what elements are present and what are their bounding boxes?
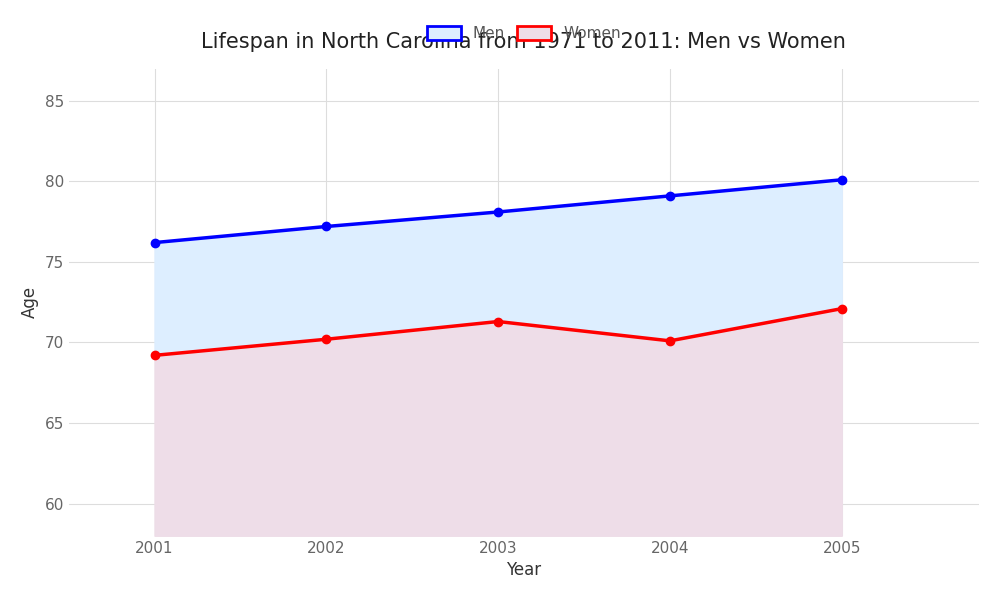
X-axis label: Year: Year <box>506 561 541 579</box>
Title: Lifespan in North Carolina from 1971 to 2011: Men vs Women: Lifespan in North Carolina from 1971 to … <box>201 32 846 52</box>
Y-axis label: Age: Age <box>21 286 39 318</box>
Legend: Men, Women: Men, Women <box>421 20 627 47</box>
